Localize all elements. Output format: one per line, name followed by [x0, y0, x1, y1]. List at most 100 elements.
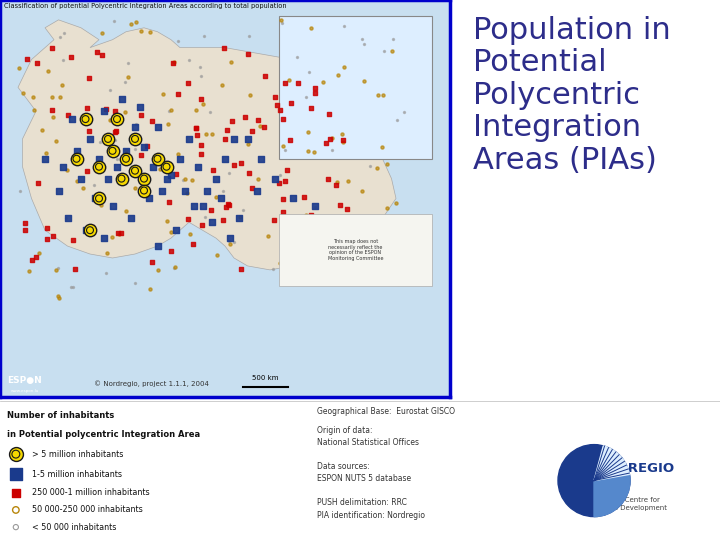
- Point: [88, 180, 99, 189]
- Point: [359, 39, 370, 48]
- FancyBboxPatch shape: [279, 214, 432, 286]
- Text: 1-5 million inhabitants: 1-5 million inhabitants: [32, 470, 122, 478]
- Point: [107, 146, 118, 155]
- Point: [196, 221, 207, 230]
- Point: [309, 202, 320, 211]
- Point: [29, 106, 40, 114]
- Point: [125, 214, 136, 222]
- Point: [174, 154, 186, 163]
- Point: [377, 143, 388, 151]
- Point: [71, 154, 82, 163]
- Point: [138, 186, 150, 195]
- Point: [71, 177, 83, 185]
- Point: [112, 155, 123, 164]
- Point: [168, 264, 180, 272]
- Point: [119, 77, 130, 86]
- Point: [58, 55, 69, 64]
- Point: [94, 194, 105, 203]
- Point: [162, 120, 174, 129]
- Point: [285, 249, 297, 258]
- Point: [251, 186, 262, 195]
- Point: [101, 269, 112, 278]
- Point: [50, 266, 62, 274]
- Point: [115, 228, 127, 237]
- Point: [359, 77, 370, 85]
- Point: [161, 163, 172, 171]
- Point: [84, 73, 95, 82]
- Point: [243, 31, 254, 40]
- Point: [285, 99, 297, 107]
- Point: [338, 21, 350, 30]
- Point: [165, 246, 176, 255]
- Point: [201, 130, 212, 138]
- Point: [32, 59, 43, 68]
- Point: [310, 89, 321, 97]
- Point: [14, 64, 25, 72]
- Point: [42, 67, 53, 76]
- Point: [392, 280, 404, 289]
- Point: [279, 177, 290, 186]
- Point: [276, 18, 288, 27]
- Point: [192, 163, 204, 171]
- Point: [67, 236, 78, 245]
- Point: [53, 293, 65, 302]
- Point: [246, 183, 258, 192]
- Point: [199, 213, 210, 221]
- Point: [41, 224, 53, 233]
- Point: [273, 178, 284, 187]
- Point: [197, 100, 209, 109]
- Point: [317, 78, 328, 86]
- Point: [376, 249, 387, 258]
- Point: [320, 139, 332, 147]
- Point: [107, 233, 118, 241]
- Point: [89, 194, 100, 203]
- Point: [190, 105, 202, 114]
- Point: [169, 263, 181, 272]
- Point: [198, 31, 210, 40]
- Point: [356, 35, 368, 43]
- Point: [153, 154, 165, 163]
- Point: [130, 120, 141, 129]
- Point: [210, 174, 222, 183]
- Point: [182, 214, 194, 223]
- Point: [60, 214, 71, 222]
- Point: [96, 29, 108, 37]
- Point: [310, 202, 321, 211]
- Point: [108, 16, 120, 25]
- FancyBboxPatch shape: [279, 16, 432, 159]
- Point: [76, 174, 86, 183]
- Point: [54, 33, 66, 42]
- Point: [167, 59, 179, 68]
- Text: 250 000-1 million inhabitants: 250 000-1 million inhabitants: [32, 488, 149, 497]
- Point: [210, 193, 222, 201]
- Point: [110, 127, 122, 136]
- Point: [269, 174, 280, 183]
- Point: [152, 266, 163, 274]
- Text: Geographical Base:  Eurostat GISCO: Geographical Base: Eurostat GISCO: [317, 407, 455, 416]
- Point: [205, 206, 217, 214]
- Point: [330, 181, 342, 190]
- Point: [190, 124, 202, 133]
- Point: [291, 240, 302, 249]
- Point: [46, 106, 58, 114]
- Point: [48, 112, 59, 121]
- Point: [283, 76, 294, 84]
- Point: [122, 72, 133, 81]
- Point: [111, 163, 122, 171]
- Point: [42, 234, 53, 243]
- Point: [94, 138, 106, 146]
- Point: [10, 489, 22, 497]
- Text: Nordic Centre for
Spatial Development: Nordic Centre for Spatial Development: [593, 497, 667, 511]
- Point: [109, 136, 121, 145]
- Point: [94, 163, 105, 171]
- Point: [125, 19, 136, 28]
- Point: [224, 234, 235, 242]
- Point: [179, 186, 190, 195]
- Point: [80, 115, 91, 124]
- Point: [54, 93, 66, 102]
- Point: [243, 169, 255, 178]
- Point: [302, 128, 313, 137]
- Text: Population in
Potential
Polycentric
Integration
Areas (PIAs): Population in Potential Polycentric Inte…: [473, 16, 671, 174]
- Point: [134, 103, 145, 111]
- Point: [138, 174, 150, 183]
